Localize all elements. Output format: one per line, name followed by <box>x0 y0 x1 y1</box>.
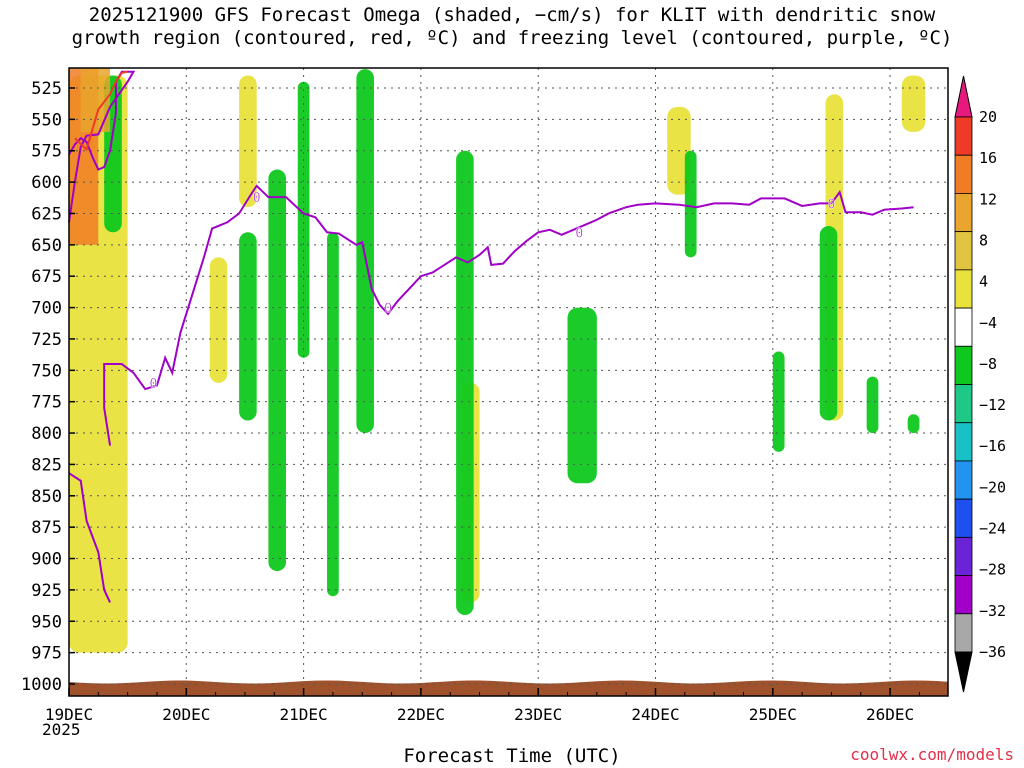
y-tick-label: 975 <box>31 644 62 664</box>
omega-blob <box>239 75 257 208</box>
y-tick-label: 850 <box>31 487 62 507</box>
colorbar-swatch <box>954 536 973 576</box>
colorbar-label: −8 <box>979 355 997 373</box>
contour-label: 0 <box>828 197 836 212</box>
colorbar-swatch <box>954 269 973 309</box>
y-tick-label: 650 <box>31 236 62 256</box>
credit-link[interactable]: coolwx.com/models <box>850 745 1014 764</box>
y-tick-label: 750 <box>31 361 62 381</box>
y-tick-label: 525 <box>31 79 62 99</box>
colorbar-swatch <box>954 116 973 156</box>
freezing-level-contour <box>103 184 914 446</box>
colorbar-label: 12 <box>979 190 997 208</box>
colorbar-label: −36 <box>979 643 1006 661</box>
contour-label: 0 <box>150 377 158 392</box>
y-tick-label: 900 <box>31 550 62 570</box>
omega-shading-layer <box>69 68 926 653</box>
colorbar-swatch <box>954 422 973 462</box>
x-tick-label: 21DEC <box>280 705 328 724</box>
omega-blob <box>327 232 339 597</box>
omega-blob <box>866 376 879 434</box>
colorbar-swatch <box>954 231 973 271</box>
y-tick-label: 550 <box>31 110 62 130</box>
y-tick-label: 675 <box>31 267 62 287</box>
colorbar-label: −4 <box>979 314 997 332</box>
x-tick-label: 25DEC <box>749 705 797 724</box>
y-tick-label: 775 <box>31 393 62 413</box>
x-axis-title: Forecast Time (UTC) <box>403 745 621 767</box>
y-tick-label: 875 <box>31 518 62 538</box>
x-axis: 19DEC 20DEC 21DEC 22DEC 23DEC 24DEC 25DEC 26DEC <box>45 688 920 724</box>
chart-title: 2025121900 GFS Forecast Omega (shaded, −… <box>71 4 953 49</box>
colorbar-swatch <box>954 307 973 347</box>
y-tick-label: 575 <box>31 142 62 162</box>
colorbar: 20 16 12 8 4 −4 −8 −12 −16 −20 −24 −28 −32 −36 <box>954 75 1006 693</box>
colorbar-label: −16 <box>979 437 1006 455</box>
omega-blob <box>356 69 374 434</box>
x-tick-label: 26DEC <box>866 705 914 724</box>
omega-blob <box>297 81 310 358</box>
omega-blob <box>567 307 597 484</box>
plot-background <box>69 68 948 696</box>
y-tick-label: 950 <box>31 612 62 632</box>
colorbar-swatch <box>954 154 973 194</box>
colorbar-swatch <box>954 345 973 385</box>
x-tick-label: 19DEC <box>45 705 93 724</box>
y-tick-label: 600 <box>31 173 62 193</box>
omega-blob <box>907 414 920 434</box>
contour-layer: 0 0 0 0 0 <box>68 70 914 603</box>
omega-blob <box>268 169 287 572</box>
y-tick-label: 925 <box>31 581 62 601</box>
omega-blob <box>901 75 926 132</box>
y-tick-label: 800 <box>31 424 62 444</box>
y-tick-label: 825 <box>31 455 62 475</box>
colorbar-label: −32 <box>979 602 1006 620</box>
y-axis: 525 550 575 600 625 650 675 700 725 750 775 800 825 8… <box>21 79 75 695</box>
colorbar-bottom-arrow <box>954 651 973 693</box>
omega-blob <box>456 150 474 615</box>
year-label: 2025 <box>42 720 81 739</box>
contour-label: 0 <box>575 226 583 241</box>
colorbar-top-arrow <box>954 75 973 118</box>
colorbar-swatch <box>954 498 973 538</box>
colorbar-label: −20 <box>979 478 1006 496</box>
colorbar-swatch <box>954 460 973 500</box>
colorbar-label: 16 <box>979 149 997 167</box>
colorbar-swatch <box>954 575 973 615</box>
y-tick-label: 725 <box>31 330 62 350</box>
colorbar-label: −12 <box>979 396 1006 414</box>
colorbar-swatch <box>954 613 973 653</box>
x-tick-label: 23DEC <box>514 705 562 724</box>
y-tick-label: 700 <box>31 299 62 319</box>
colorbar-swatch <box>954 193 973 233</box>
y-tick-label: 1000 <box>21 675 62 695</box>
colorbar-label: 4 <box>979 273 988 291</box>
colorbar-swatch <box>954 384 973 424</box>
colorbar-label: 8 <box>979 231 988 249</box>
contour-label: 0 <box>253 191 261 206</box>
colorbar-label: −28 <box>979 561 1006 579</box>
colorbar-label: −24 <box>979 520 1006 538</box>
x-tick-label: 20DEC <box>162 705 210 724</box>
omega-blob <box>239 232 257 421</box>
x-tick-label: 24DEC <box>631 705 679 724</box>
omega-blob <box>819 226 838 421</box>
omega-blob <box>772 351 785 452</box>
dendritic-contour <box>74 70 128 152</box>
omega-blob <box>684 150 697 258</box>
omega-blob <box>209 257 228 383</box>
y-tick-label: 625 <box>31 204 62 224</box>
x-tick-label: 22DEC <box>397 705 445 724</box>
colorbar-label: 20 <box>979 108 997 126</box>
freezing-level-contour <box>68 472 111 603</box>
contour-label: 0 <box>384 302 392 317</box>
